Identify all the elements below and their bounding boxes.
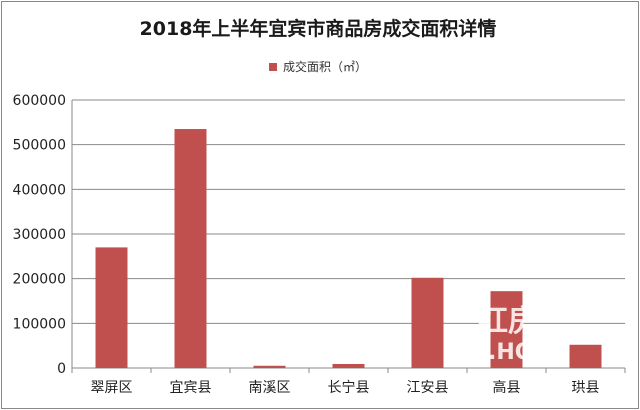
y-tick-label: 100000 <box>13 316 66 332</box>
y-tick-label: 500000 <box>13 138 66 154</box>
legend-label: 成交面积（㎡） <box>282 60 367 74</box>
bar <box>332 363 365 368</box>
legend: 成交面积（㎡） <box>0 58 636 75</box>
y-tick-label: 0 <box>57 361 66 377</box>
y-tick-label: 300000 <box>13 227 66 243</box>
chart-title: 2018年上半年宜宾市商品房成交面积详情 <box>139 18 497 40</box>
x-tick-label: 江安县 <box>407 380 449 396</box>
bar <box>95 247 128 368</box>
bar <box>174 129 207 368</box>
bar <box>253 365 286 368</box>
y-tick-label: 600000 <box>13 93 66 109</box>
bar <box>569 344 602 368</box>
x-tick-label: 高县 <box>493 379 521 396</box>
legend-swatch <box>268 62 277 71</box>
x-tick-label: 宜宾县 <box>170 380 212 396</box>
bar <box>490 291 523 368</box>
y-tick-label: 400000 <box>13 182 66 198</box>
x-tick-label: 南溪区 <box>249 380 291 396</box>
x-tick-label: 珙县 <box>572 380 600 396</box>
bar <box>411 277 444 368</box>
x-tick-label: 翠屏区 <box>91 380 133 396</box>
y-tick-label: 200000 <box>13 272 66 288</box>
x-tick-label: 长宁县 <box>328 379 370 396</box>
